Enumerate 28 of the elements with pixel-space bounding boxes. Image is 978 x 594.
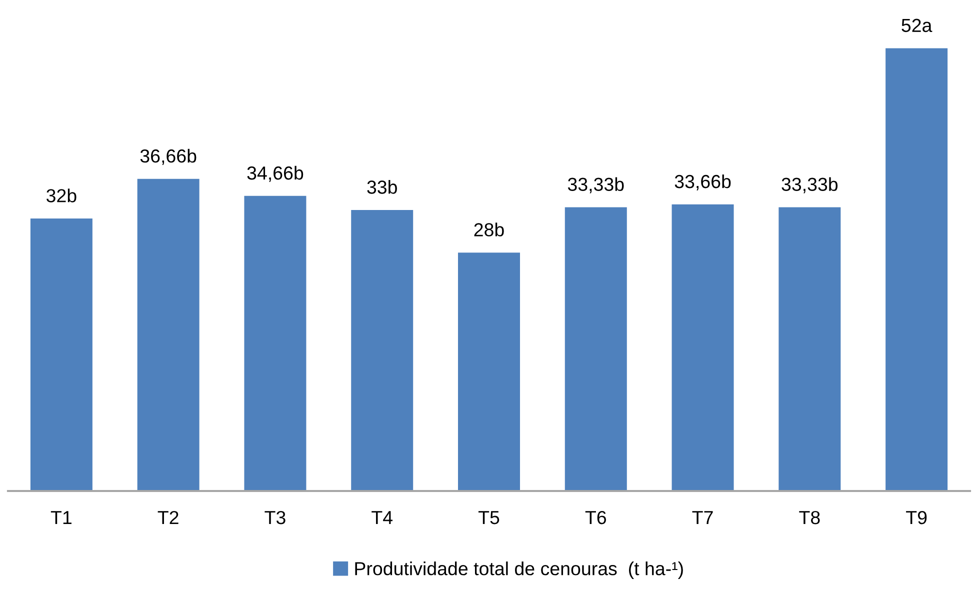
data-label: 52a [902, 18, 932, 32]
bar [886, 48, 948, 491]
bar [778, 207, 841, 491]
data-label: 34,66b [247, 166, 304, 182]
x-tick-label: T2 [158, 510, 178, 524]
x-tick-label: T8 [799, 510, 820, 524]
bar [30, 218, 92, 491]
x-tick-label: T9 [906, 510, 927, 524]
data-label: 33b [367, 180, 397, 194]
x-tick-label: T6 [585, 510, 606, 524]
bar [564, 207, 627, 491]
bar [137, 178, 200, 491]
bar [244, 196, 306, 491]
bar [458, 252, 520, 491]
data-label: 28b [474, 222, 504, 236]
x-tick-label: T3 [264, 510, 286, 524]
data-label: 33,33b [782, 177, 838, 194]
data-label: 32b [46, 188, 76, 202]
x-tick-label: T7 [692, 511, 713, 524]
data-label: 33,66b [674, 174, 731, 190]
data-label: 36,66b [140, 148, 196, 165]
x-tick-label: T4 [372, 511, 393, 524]
x-tick-label: T1 [50, 511, 72, 524]
bar [672, 204, 734, 491]
x-tick-label: T5 [478, 511, 500, 524]
bar [351, 210, 414, 491]
data-label: 33,33b [568, 177, 624, 194]
legend-label: Produtividade total de cenouras (t ha-¹) [355, 562, 683, 579]
